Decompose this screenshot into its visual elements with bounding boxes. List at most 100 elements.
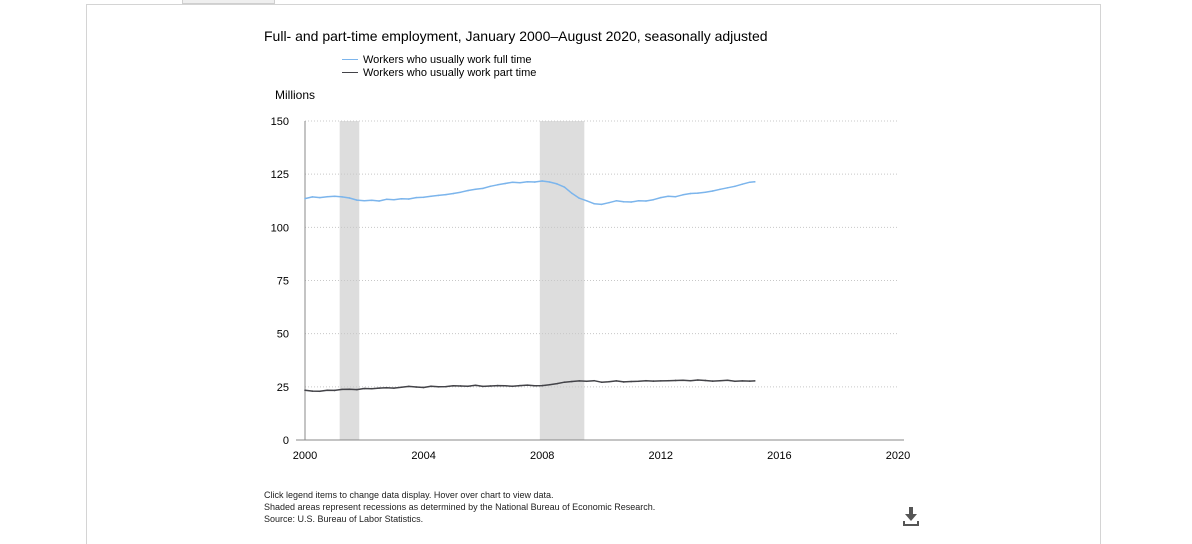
data-point-0-52 bbox=[689, 192, 692, 195]
data-point-0-4 bbox=[333, 195, 336, 198]
data-point-1-6 bbox=[348, 388, 351, 390]
data-point-0-60 bbox=[748, 181, 751, 184]
data-point-1-23 bbox=[474, 384, 477, 387]
data-point-0-36 bbox=[571, 192, 573, 195]
data-point-0-3 bbox=[326, 195, 329, 198]
data-point-1-57 bbox=[726, 379, 729, 382]
data-point-0-47 bbox=[652, 198, 655, 201]
data-point-1-17 bbox=[430, 385, 432, 387]
data-point-1-47 bbox=[652, 380, 655, 382]
data-point-1-3 bbox=[326, 389, 329, 392]
data-point-0-40 bbox=[600, 203, 603, 206]
y-axis-label: Millions bbox=[275, 88, 316, 102]
data-point-1-30 bbox=[526, 384, 529, 386]
data-point-0-41 bbox=[608, 201, 610, 204]
note-line-source: Source: U.S. Bureau of Labor Statistics. bbox=[264, 514, 424, 524]
data-point-1-42 bbox=[615, 380, 618, 382]
data-point-1-9 bbox=[370, 387, 373, 390]
data-point-1-37 bbox=[578, 380, 581, 382]
chart-plot[interactable]: 0 25 50 75 100 125 150 2000 2004 2008 2012 2016 2020 bbox=[0, 0, 1192, 530]
chart-frame bbox=[86, 4, 1101, 544]
data-point-0-28 bbox=[511, 181, 514, 184]
data-point-0-5 bbox=[341, 196, 343, 198]
data-point-1-59 bbox=[741, 380, 744, 382]
data-point-1-21 bbox=[459, 385, 462, 387]
data-point-1-34 bbox=[556, 382, 558, 385]
legend-item-full-time[interactable]: Workers who usually work full time bbox=[342, 53, 536, 66]
data-point-0-6 bbox=[348, 197, 351, 199]
data-point-0-16 bbox=[422, 196, 425, 199]
data-point-1-11 bbox=[385, 386, 388, 389]
x-tick-label-2012: 2012 bbox=[649, 450, 673, 462]
data-point-0-34 bbox=[556, 183, 558, 185]
data-point-1-29 bbox=[519, 384, 521, 387]
data-point-1-24 bbox=[482, 385, 484, 388]
legend-swatch-full-time bbox=[342, 59, 358, 60]
data-point-1-50 bbox=[674, 379, 677, 382]
y-tick-label-0: 0 bbox=[283, 435, 289, 447]
data-point-0-57 bbox=[726, 186, 729, 189]
top-tab[interactable] bbox=[182, 0, 275, 4]
data-point-0-30 bbox=[526, 181, 529, 183]
data-point-1-41 bbox=[608, 380, 610, 383]
y-tick-label-125: 125 bbox=[271, 169, 289, 181]
x-tick-label-2000: 2000 bbox=[293, 450, 317, 462]
data-point-1-10 bbox=[378, 387, 380, 389]
data-point-1-43 bbox=[622, 381, 625, 383]
data-point-0-26 bbox=[496, 184, 499, 186]
data-point-1-7 bbox=[356, 388, 358, 391]
legend: Workers who usually work full time Worke… bbox=[342, 53, 536, 79]
legend-item-part-time[interactable]: Workers who usually work part time bbox=[342, 66, 536, 79]
data-point-1-20 bbox=[452, 384, 455, 387]
x-tick-label-2008: 2008 bbox=[530, 450, 554, 462]
data-point-0-38 bbox=[585, 199, 588, 202]
data-point-0-31 bbox=[533, 181, 536, 183]
data-point-0-42 bbox=[615, 199, 618, 202]
download-icon[interactable] bbox=[899, 504, 923, 528]
data-point-1-44 bbox=[630, 380, 632, 383]
data-point-0-49 bbox=[667, 195, 670, 198]
data-point-1-60 bbox=[748, 380, 751, 382]
data-point-0-25 bbox=[489, 185, 492, 188]
data-point-0-13 bbox=[400, 198, 403, 200]
data-point-0-43 bbox=[622, 201, 625, 203]
data-point-1-53 bbox=[697, 379, 699, 381]
data-point-0-61 bbox=[753, 181, 756, 183]
data-point-1-61 bbox=[753, 380, 756, 382]
data-point-0-33 bbox=[548, 181, 551, 183]
data-point-1-2 bbox=[319, 390, 321, 393]
data-point-0-58 bbox=[734, 185, 736, 188]
data-point-0-19 bbox=[445, 193, 447, 196]
data-point-1-48 bbox=[660, 380, 662, 382]
data-point-1-51 bbox=[682, 379, 684, 382]
data-point-0-27 bbox=[504, 182, 506, 185]
y-tick-label-100: 100 bbox=[271, 222, 289, 234]
data-point-0-24 bbox=[482, 187, 484, 190]
data-point-0-45 bbox=[637, 199, 640, 202]
data-point-1-55 bbox=[711, 380, 714, 382]
data-point-0-48 bbox=[660, 196, 662, 199]
data-point-0-37 bbox=[578, 197, 581, 199]
data-point-0-50 bbox=[674, 195, 677, 198]
recession-band-1 bbox=[539, 121, 585, 440]
data-point-0-15 bbox=[415, 196, 417, 199]
data-point-0-20 bbox=[452, 192, 455, 195]
series-line-0 bbox=[304, 180, 755, 206]
data-point-1-26 bbox=[496, 384, 499, 387]
data-point-1-38 bbox=[585, 380, 588, 383]
legend-swatch-part-time bbox=[342, 72, 358, 73]
legend-label-part-time: Workers who usually work part time bbox=[363, 66, 537, 79]
data-point-1-19 bbox=[445, 385, 447, 388]
data-point-1-8 bbox=[363, 387, 366, 390]
data-point-0-14 bbox=[407, 198, 410, 200]
chart-title: Full- and part-time employment, January … bbox=[264, 28, 768, 44]
y-tick-label-25: 25 bbox=[277, 382, 289, 394]
data-point-0-53 bbox=[697, 192, 699, 194]
data-point-1-33 bbox=[548, 383, 551, 386]
data-point-0-8 bbox=[363, 199, 366, 202]
x-tick-label-2020: 2020 bbox=[886, 450, 910, 462]
y-tick-label-50: 50 bbox=[277, 329, 289, 341]
data-point-0-10 bbox=[378, 200, 380, 202]
data-point-1-28 bbox=[511, 385, 514, 387]
data-point-1-49 bbox=[667, 379, 670, 382]
